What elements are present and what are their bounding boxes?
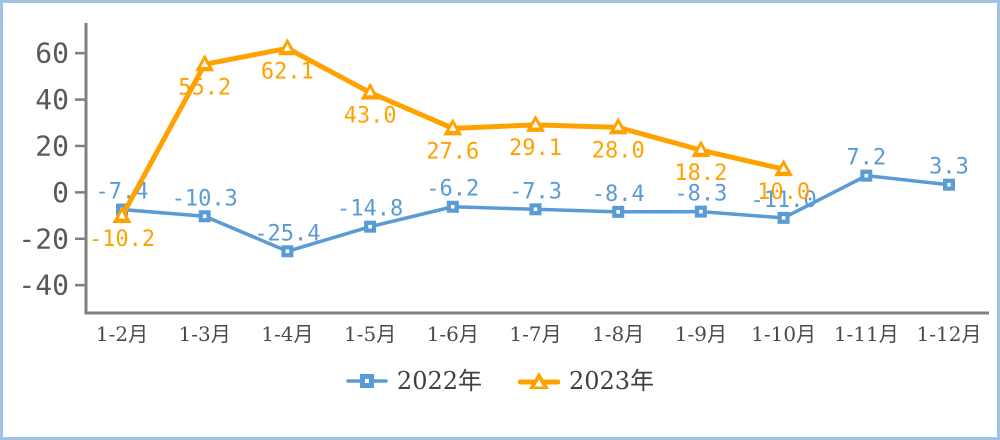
data-label: -25.4 [254, 221, 320, 246]
x-tick-label: 1-11月 [834, 322, 899, 346]
square-marker-dot [202, 214, 207, 219]
square-marker-dot [533, 207, 538, 212]
square-marker-dot [781, 216, 786, 220]
square-marker-dot [285, 249, 290, 254]
data-label: -8.3 [674, 182, 727, 207]
triangle-marker-dot [283, 44, 291, 51]
x-tick-label: 1-10月 [751, 322, 816, 346]
legend-square-dot [364, 379, 369, 383]
data-label: -6.2 [426, 177, 479, 202]
square-marker-dot [864, 173, 869, 178]
square-marker-dot [451, 204, 455, 209]
data-label: -10.2 [89, 227, 155, 252]
x-tick-label: 1-6月 [427, 322, 479, 346]
data-label: -11.0 [750, 188, 816, 213]
y-tick-label: 20 [35, 129, 69, 162]
data-label: -10.3 [172, 186, 238, 211]
x-tick-label: 1-5月 [344, 322, 396, 346]
chart-legend: 2022年 2023年 [3, 369, 997, 393]
y-tick-label: 40 [35, 83, 69, 116]
legend-item-2022[interactable]: 2022年 [346, 369, 482, 393]
square-marker-dot [368, 224, 372, 229]
line-chart-plot: -40 -20 0 20 40 60 1-2月 1-3月 1-4月 1-5月 1-6月 1-7月 1-8… [18, 23, 989, 346]
x-tick-label: 1-12月 [917, 322, 982, 346]
legend-label-2023: 2023年 [569, 367, 655, 395]
triangle-marker-dot [531, 120, 540, 128]
y-tick-label: 0 [52, 176, 69, 209]
square-marker-dot [616, 210, 620, 214]
legend-marker-2023-triangle-icon [518, 372, 560, 389]
triangle-marker-dot [614, 123, 622, 130]
data-label: 28.0 [592, 138, 645, 163]
square-marker-dot [699, 209, 703, 214]
data-label: 43.0 [344, 104, 397, 129]
data-label: 3.3 [929, 155, 969, 180]
data-label: 18.2 [674, 161, 727, 186]
triangle-marker-dot [366, 88, 374, 96]
triangle-marker-dot [118, 211, 126, 219]
triangle-marker-dot [449, 124, 457, 131]
y-tick-label: -40 [18, 269, 69, 302]
y-tick-label: 60 [35, 37, 69, 70]
data-label: 27.6 [426, 139, 479, 164]
legend-item-2023[interactable]: 2023年 [518, 369, 654, 393]
x-tick-label: 1-7月 [509, 322, 561, 346]
y-tick-label: -20 [18, 222, 69, 255]
x-tick-label: 1-4月 [261, 322, 313, 346]
data-label: 7.2 [846, 146, 886, 171]
x-tick-label: 1-9月 [675, 322, 727, 346]
triangle-marker-dot [201, 60, 209, 67]
legend-label-2022: 2022年 [396, 367, 482, 395]
data-label: 29.1 [509, 136, 562, 161]
legend-marker-2022-square-icon [346, 374, 388, 388]
data-label: 55.2 [178, 75, 231, 100]
square-marker-dot [947, 182, 951, 187]
legend-triangle-dot [534, 379, 544, 387]
data-label: -7.3 [509, 179, 562, 204]
data-label: 62.1 [261, 59, 314, 84]
x-tick-label: 1-2月 [96, 322, 148, 346]
data-label: -14.8 [337, 197, 403, 222]
triangle-marker-dot [780, 164, 788, 172]
triangle-marker-dot [697, 145, 705, 153]
data-label: 10.0 [757, 180, 810, 205]
x-tick-label: 1-3月 [179, 322, 231, 346]
data-label: -8.4 [592, 182, 645, 207]
x-tick-label: 1-8月 [592, 322, 644, 346]
